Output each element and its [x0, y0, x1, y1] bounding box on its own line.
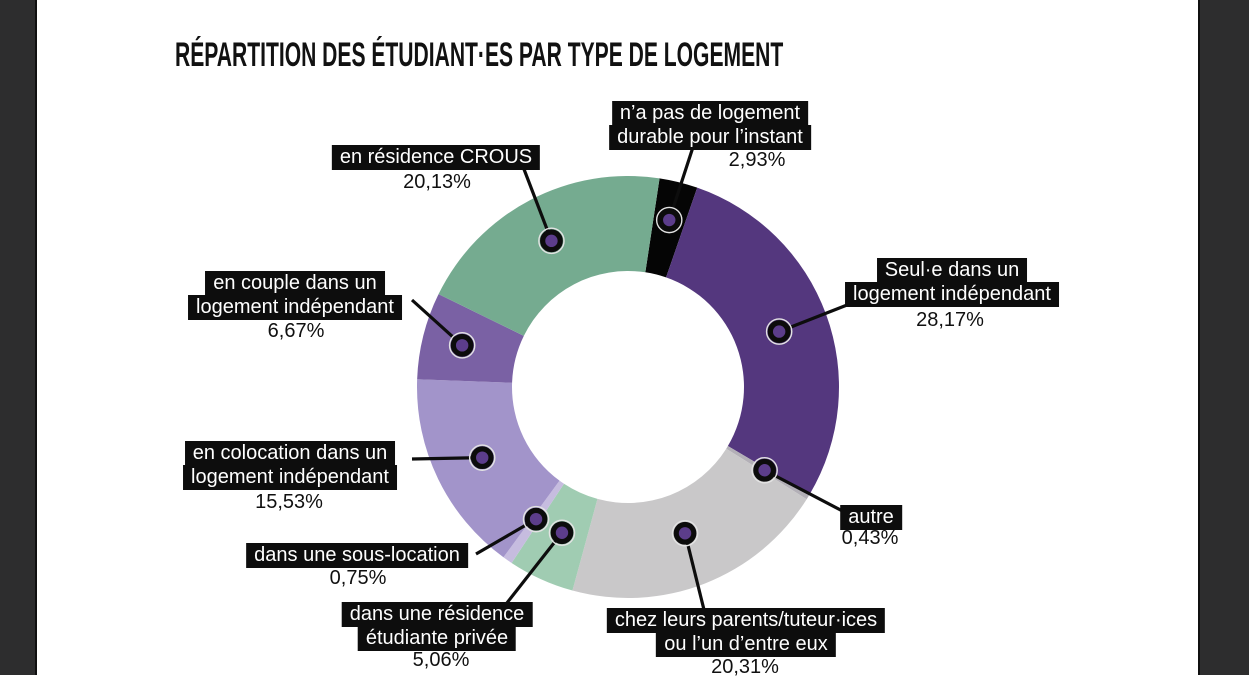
- segment-label-line: en colocation dans un: [184, 441, 396, 466]
- segment-label-parents: chez leurs parents/tuteur·ices ou l’un d’…: [606, 608, 886, 657]
- segment-label-colocation: en colocation dans un logement indépendan…: [183, 441, 397, 490]
- segment-percentage-residence-privee: 5,06%: [412, 649, 470, 671]
- segment-percentage-couple: 6,67%: [267, 320, 325, 342]
- marker-halo-sans-logement-durable: [655, 206, 683, 234]
- marker-halo-crous: [538, 227, 565, 255]
- segment-percentage-sans-logement-durable: 2,93%: [728, 149, 786, 171]
- marker-dot-crous: [540, 229, 563, 253]
- marker-halo-seul: [765, 318, 793, 345]
- segment-label-line: en couple dans un: [205, 271, 385, 296]
- marker-dot-couple: [450, 333, 474, 357]
- marker-dot-seul: [767, 320, 791, 343]
- segment-percentage-sous-location: 0,75%: [329, 567, 387, 589]
- segment-label-line: durable pour l’instant: [609, 125, 811, 150]
- letterbox-right: [1198, 0, 1249, 675]
- leader-line-sous-location: [475, 517, 537, 556]
- segment-label-line: logement indépendant: [188, 295, 402, 320]
- marker-dot-parents: [673, 521, 697, 545]
- segment-label-line: chez leurs parents/tuteur·ices: [606, 608, 886, 633]
- segment-percentage-seul: 28,17%: [916, 309, 984, 331]
- segment-label-sans-logement-durable: n’a pas de logement durable pour l’instan…: [609, 101, 811, 150]
- marker-dot-residence-privee: [550, 521, 574, 545]
- marker-dot-autre: [753, 458, 777, 482]
- segment-label-line: dans une résidence: [341, 602, 533, 627]
- segment-label-line: étudiante privée: [357, 626, 517, 651]
- segment-percentage-parents: 20,31%: [711, 656, 779, 678]
- segment-label-line: logement indépendant: [845, 282, 1059, 307]
- segment-label-line: logement indépendant: [183, 465, 397, 490]
- segment-label-line: en résidence CROUS: [331, 145, 541, 170]
- marker-halo-autre: [751, 456, 778, 484]
- segment-label-line: autre: [840, 505, 902, 530]
- segment-percentage-crous: 20,13%: [403, 171, 471, 193]
- marker-halo-colocation: [468, 444, 496, 471]
- segment-label-residence-privee: dans une résidence étudiante privée: [341, 602, 533, 651]
- marker-halo-residence-privee: [548, 519, 576, 547]
- donut-segment-crous: [438, 176, 660, 336]
- donut-segment-seul: [666, 187, 840, 495]
- leader-line-sans-logement-durable: [667, 143, 696, 221]
- segment-label-crous: en résidence CROUS: [331, 145, 541, 170]
- leader-line-colocation: [411, 456, 483, 461]
- marker-halo-sous-location: [522, 505, 550, 533]
- segment-percentage-colocation: 15,53%: [255, 491, 323, 513]
- segment-label-autre: autre: [840, 505, 902, 530]
- leader-line-autre: [763, 468, 853, 518]
- segment-label-line: Seul·e dans un: [876, 258, 1028, 283]
- segment-label-line: ou l’un d’entre eux: [656, 632, 836, 657]
- leader-line-crous: [520, 163, 553, 242]
- segment-label-sous-location: dans une sous-location: [246, 543, 468, 568]
- marker-dot-sous-location: [524, 507, 548, 531]
- marker-dot-colocation: [470, 446, 494, 470]
- marker-halo-parents: [671, 519, 699, 547]
- segment-percentage-autre: 0,43%: [841, 527, 899, 549]
- marker-dot-sans-logement-durable: [657, 208, 681, 232]
- marker-halo-couple: [448, 332, 476, 359]
- segment-label-line: n’a pas de logement: [611, 101, 809, 126]
- segment-label-couple: en couple dans un logement indépendant: [188, 271, 402, 320]
- segment-label-line: dans une sous-location: [246, 543, 468, 568]
- chart-title: RÉPARTITION DES ÉTUDIANT·ES PAR TYPE DE …: [175, 36, 784, 74]
- segment-label-seul: Seul·e dans un logement indépendant: [845, 258, 1059, 307]
- letterbox-left: [0, 0, 37, 675]
